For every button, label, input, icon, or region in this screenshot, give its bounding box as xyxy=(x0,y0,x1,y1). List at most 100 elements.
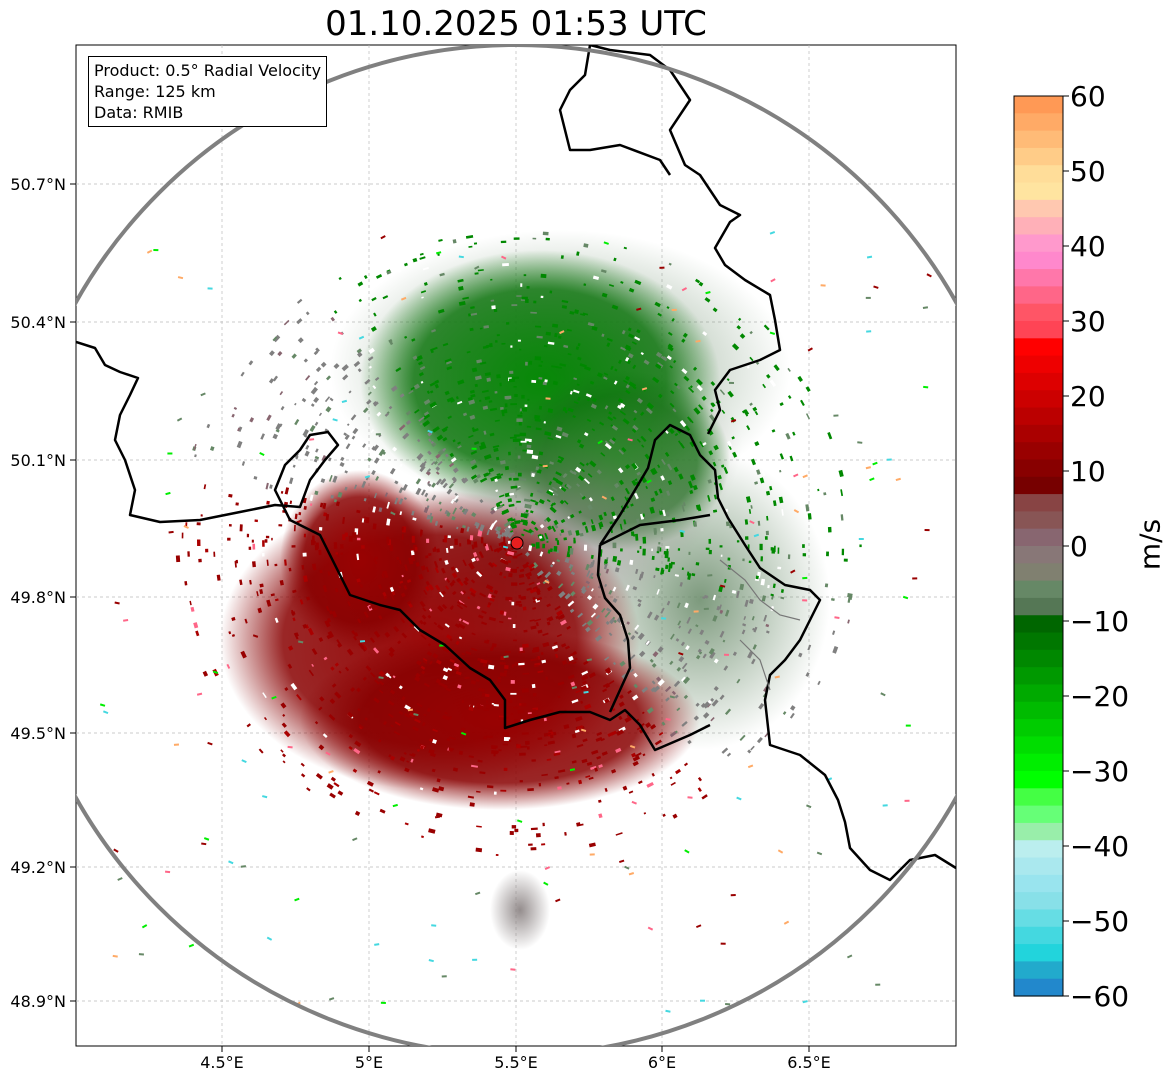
radar-site-marker[interactable] xyxy=(510,536,524,550)
echo-pixel xyxy=(442,674,449,681)
echo-pixel xyxy=(568,655,574,662)
echo-pixel xyxy=(456,604,464,610)
echo-pixel xyxy=(337,491,343,498)
colorbar-segment xyxy=(1014,684,1063,703)
echo-pixel xyxy=(595,634,603,642)
echo-pixel xyxy=(555,615,560,620)
echo-pixel xyxy=(789,712,795,719)
echo-pixel xyxy=(671,308,677,311)
echo-pixel xyxy=(507,530,515,539)
echo-pixel xyxy=(540,652,544,656)
echo-pixel xyxy=(761,595,767,602)
echo-pixel xyxy=(329,397,334,402)
echo-pixel xyxy=(777,547,780,554)
echo-pixel xyxy=(551,644,559,650)
colorbar-tick-label: −40 xyxy=(1070,830,1130,863)
echo-pixel xyxy=(683,375,690,382)
echo-pixel xyxy=(370,326,377,332)
echo-pixel xyxy=(618,715,623,721)
echo-pixel xyxy=(773,364,780,372)
echo-pixel xyxy=(618,701,625,708)
echo-pixel xyxy=(598,514,604,521)
echo-pixel xyxy=(494,340,498,343)
echo-pixel xyxy=(185,522,188,527)
echo-pixel xyxy=(499,558,508,565)
echo-pixel xyxy=(664,551,669,559)
echo-pixel xyxy=(581,622,587,627)
echo-pixel xyxy=(561,431,569,438)
echo-pixel xyxy=(541,773,548,777)
echo-pixel xyxy=(361,643,368,651)
echo-pixel xyxy=(713,686,719,692)
echo-pixel xyxy=(507,617,512,620)
echo-pixel xyxy=(625,464,631,470)
echo-pixel xyxy=(342,516,346,525)
echo-pixel xyxy=(632,364,637,370)
echo-pixel xyxy=(476,790,481,793)
echo-pixel xyxy=(474,265,480,270)
echo-pixel xyxy=(687,386,695,393)
echo-pixel xyxy=(384,492,388,497)
echo-pixel xyxy=(510,524,518,530)
echo-pixel xyxy=(469,535,474,541)
echo-pixel xyxy=(924,529,930,532)
echo-pixel xyxy=(536,481,540,485)
echo-pixel xyxy=(589,460,597,468)
echo-pixel xyxy=(249,579,252,585)
echo-pixel xyxy=(346,711,354,718)
echo-pixel xyxy=(480,537,484,544)
echo-pixel xyxy=(512,376,520,379)
echo-pixel xyxy=(523,274,527,277)
echo-pixel xyxy=(699,629,705,636)
echo-pixel xyxy=(517,414,523,417)
echo-pixel xyxy=(781,509,784,516)
echo-pixel xyxy=(437,308,445,314)
echo-pixel xyxy=(597,440,603,445)
echo-pixel xyxy=(458,300,466,306)
echo-pixel xyxy=(468,434,474,439)
echo-pixel xyxy=(308,669,314,677)
echo-pixel xyxy=(403,497,407,500)
echo-pixel xyxy=(627,333,635,339)
echo-pixel xyxy=(477,759,483,763)
echo-pixel xyxy=(259,588,264,595)
echo-pixel xyxy=(537,629,543,634)
echo-pixel xyxy=(553,522,559,529)
echo-pixel xyxy=(355,452,361,458)
echo-pixel xyxy=(481,389,489,394)
echo-pixel xyxy=(530,625,537,630)
echo-pixel xyxy=(923,385,929,389)
echo-pixel xyxy=(579,461,585,467)
echo-pixel xyxy=(783,920,790,925)
echo-pixel xyxy=(432,548,437,553)
echo-pixel xyxy=(551,486,558,492)
echo-pixel xyxy=(557,459,563,464)
echo-pixel xyxy=(787,367,791,372)
echo-pixel xyxy=(205,548,209,553)
echo-pixel xyxy=(495,456,500,461)
echo-pixel xyxy=(676,385,681,390)
echo-pixel xyxy=(579,492,585,498)
echo-pixel xyxy=(601,292,608,298)
echo-pixel xyxy=(600,269,607,274)
echo-pixel xyxy=(581,670,589,676)
echo-pixel xyxy=(680,676,687,683)
echo-pixel xyxy=(376,411,382,417)
echo-pixel xyxy=(625,384,630,389)
echo-pixel xyxy=(330,666,335,671)
echo-pixel xyxy=(616,559,622,566)
echo-pixel xyxy=(478,704,482,709)
echo-pixel xyxy=(445,360,452,365)
echo-pixel xyxy=(520,745,528,748)
echo-pixel xyxy=(379,680,385,686)
echo-pixel xyxy=(373,697,380,704)
echo-pixel xyxy=(449,398,455,403)
echo-pixel xyxy=(479,592,487,598)
echo-pixel xyxy=(313,380,319,386)
echo-pixel xyxy=(678,473,684,480)
echo-pixel xyxy=(674,432,679,437)
echo-pixel xyxy=(389,586,395,592)
echo-pixel xyxy=(516,566,519,569)
lat-label: 48.9°N xyxy=(10,992,66,1011)
